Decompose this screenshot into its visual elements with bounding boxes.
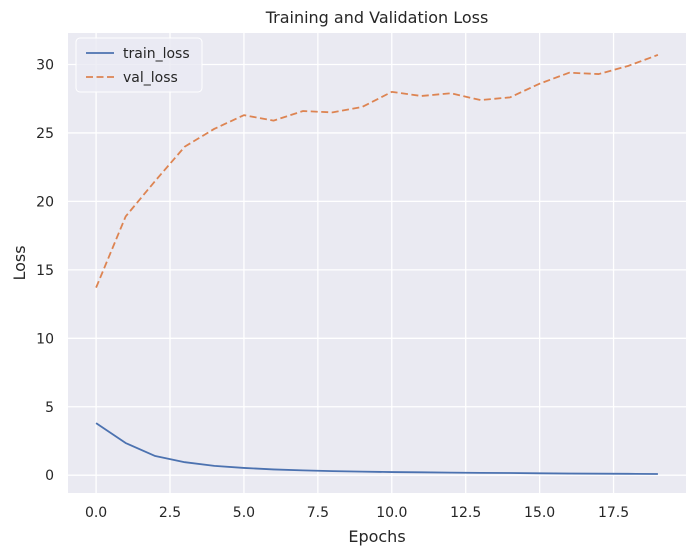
x-tick-label: 0.0 xyxy=(85,505,107,521)
x-tick-label: 12.5 xyxy=(450,505,481,521)
grid-lines xyxy=(68,33,686,493)
x-tick-label: 2.5 xyxy=(159,505,181,521)
y-axis-label: Loss xyxy=(10,245,29,280)
series-line-val-loss xyxy=(95,54,659,288)
legend-label: val_loss xyxy=(123,70,178,86)
y-tick-label: 15 xyxy=(36,263,54,279)
y-tick-label: 10 xyxy=(36,331,54,347)
x-axis-label: Epochs xyxy=(348,527,405,546)
y-tick-label: 20 xyxy=(36,194,54,210)
series-lines xyxy=(95,54,659,475)
y-tick-label: 25 xyxy=(36,126,54,142)
y-tick-label: 5 xyxy=(45,400,54,416)
legend: train_loss val_loss xyxy=(75,37,203,93)
legend-box xyxy=(75,37,203,93)
x-tick-label: 17.5 xyxy=(598,505,629,521)
x-tick-label: 10.0 xyxy=(376,505,407,521)
x-tick-label: 15.0 xyxy=(524,505,555,521)
x-tick-labels: 0.0 2.5 5.0 7.5 10.0 12.5 15.0 17.5 xyxy=(85,505,629,521)
y-tick-label: 30 xyxy=(36,57,54,73)
legend-label: train_loss xyxy=(123,46,190,62)
chart-title: Training and Validation Loss xyxy=(265,8,489,27)
x-tick-label: 5.0 xyxy=(233,505,255,521)
y-tick-labels: 0 5 10 15 20 25 30 xyxy=(36,57,54,484)
x-tick-label: 7.5 xyxy=(307,505,329,521)
series-line-train-loss xyxy=(95,422,658,475)
plot-area xyxy=(68,33,686,493)
y-tick-label: 0 xyxy=(45,468,54,484)
